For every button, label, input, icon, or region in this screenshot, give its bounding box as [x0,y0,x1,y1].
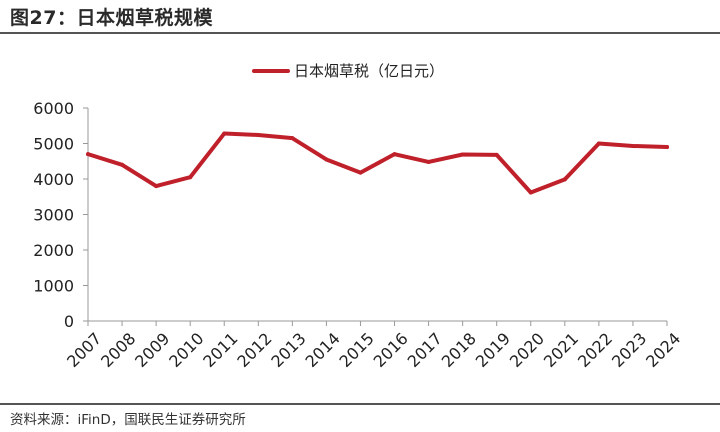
data-point-2015 [358,170,363,175]
data-point-2023 [630,143,635,148]
source-note: 资料来源：iFinD，国联民生证券研究所 [10,412,246,428]
data-point-2009 [154,184,159,189]
x-tick-label: 2012 [233,329,275,371]
data-point-2007 [86,152,90,157]
figure-title: 图27：日本烟草税规模 [10,7,213,29]
x-tick-label: 2011 [199,329,241,371]
x-tick-label: 2013 [267,329,309,371]
y-tick-label: 2000 [33,241,74,260]
series-line [86,131,669,195]
x-tick-label: 2022 [574,329,616,371]
x-tick-label: 2017 [404,329,446,371]
data-points [86,131,669,195]
x-tick-label: 2023 [608,329,650,371]
data-point-2008 [120,162,125,167]
x-axis-ticks: 2007200820092010201120122013201420152016… [63,321,684,371]
legend: 日本烟草税（亿日元） [252,62,444,80]
data-point-2010 [188,175,193,180]
data-point-2022 [596,141,601,146]
y-axis-ticks: 0 1000 2000 3000 4000 5000 6000 [33,99,88,331]
bottom-rule [0,403,720,405]
data-point-2021 [562,177,567,182]
data-point-2020 [528,190,533,195]
data-point-2018 [460,152,465,157]
data-point-2012 [256,132,261,137]
data-point-2019 [494,152,499,157]
x-tick-label: 2019 [472,329,514,371]
y-tick-label: 0 [64,312,74,331]
y-tick-label: 4000 [33,170,74,189]
x-tick-label: 2010 [165,329,207,371]
y-tick-label: 3000 [33,206,74,225]
x-tick-label: 2021 [540,329,582,371]
top-rule [0,32,720,34]
y-tick-label: 6000 [33,99,74,118]
legend-label: 日本烟草税（亿日元） [294,62,444,80]
x-tick-label: 2016 [370,329,412,371]
x-tick-label: 2008 [97,329,139,371]
y-tick-label: 5000 [33,135,74,154]
y-tick-label: 1000 [33,277,74,296]
data-point-2013 [290,136,295,141]
x-tick-label: 2009 [131,329,173,371]
x-tick-label: 2024 [642,329,684,371]
data-point-2014 [324,157,329,162]
data-point-2011 [222,131,227,136]
x-tick-label: 2014 [301,329,343,371]
data-point-2017 [426,159,431,164]
x-tick-label: 2020 [506,329,548,371]
data-point-2016 [392,152,397,157]
data-point-2024 [665,145,669,150]
x-tick-label: 2015 [336,329,378,371]
x-tick-label: 2018 [438,329,480,371]
x-tick-label: 2007 [63,329,105,371]
